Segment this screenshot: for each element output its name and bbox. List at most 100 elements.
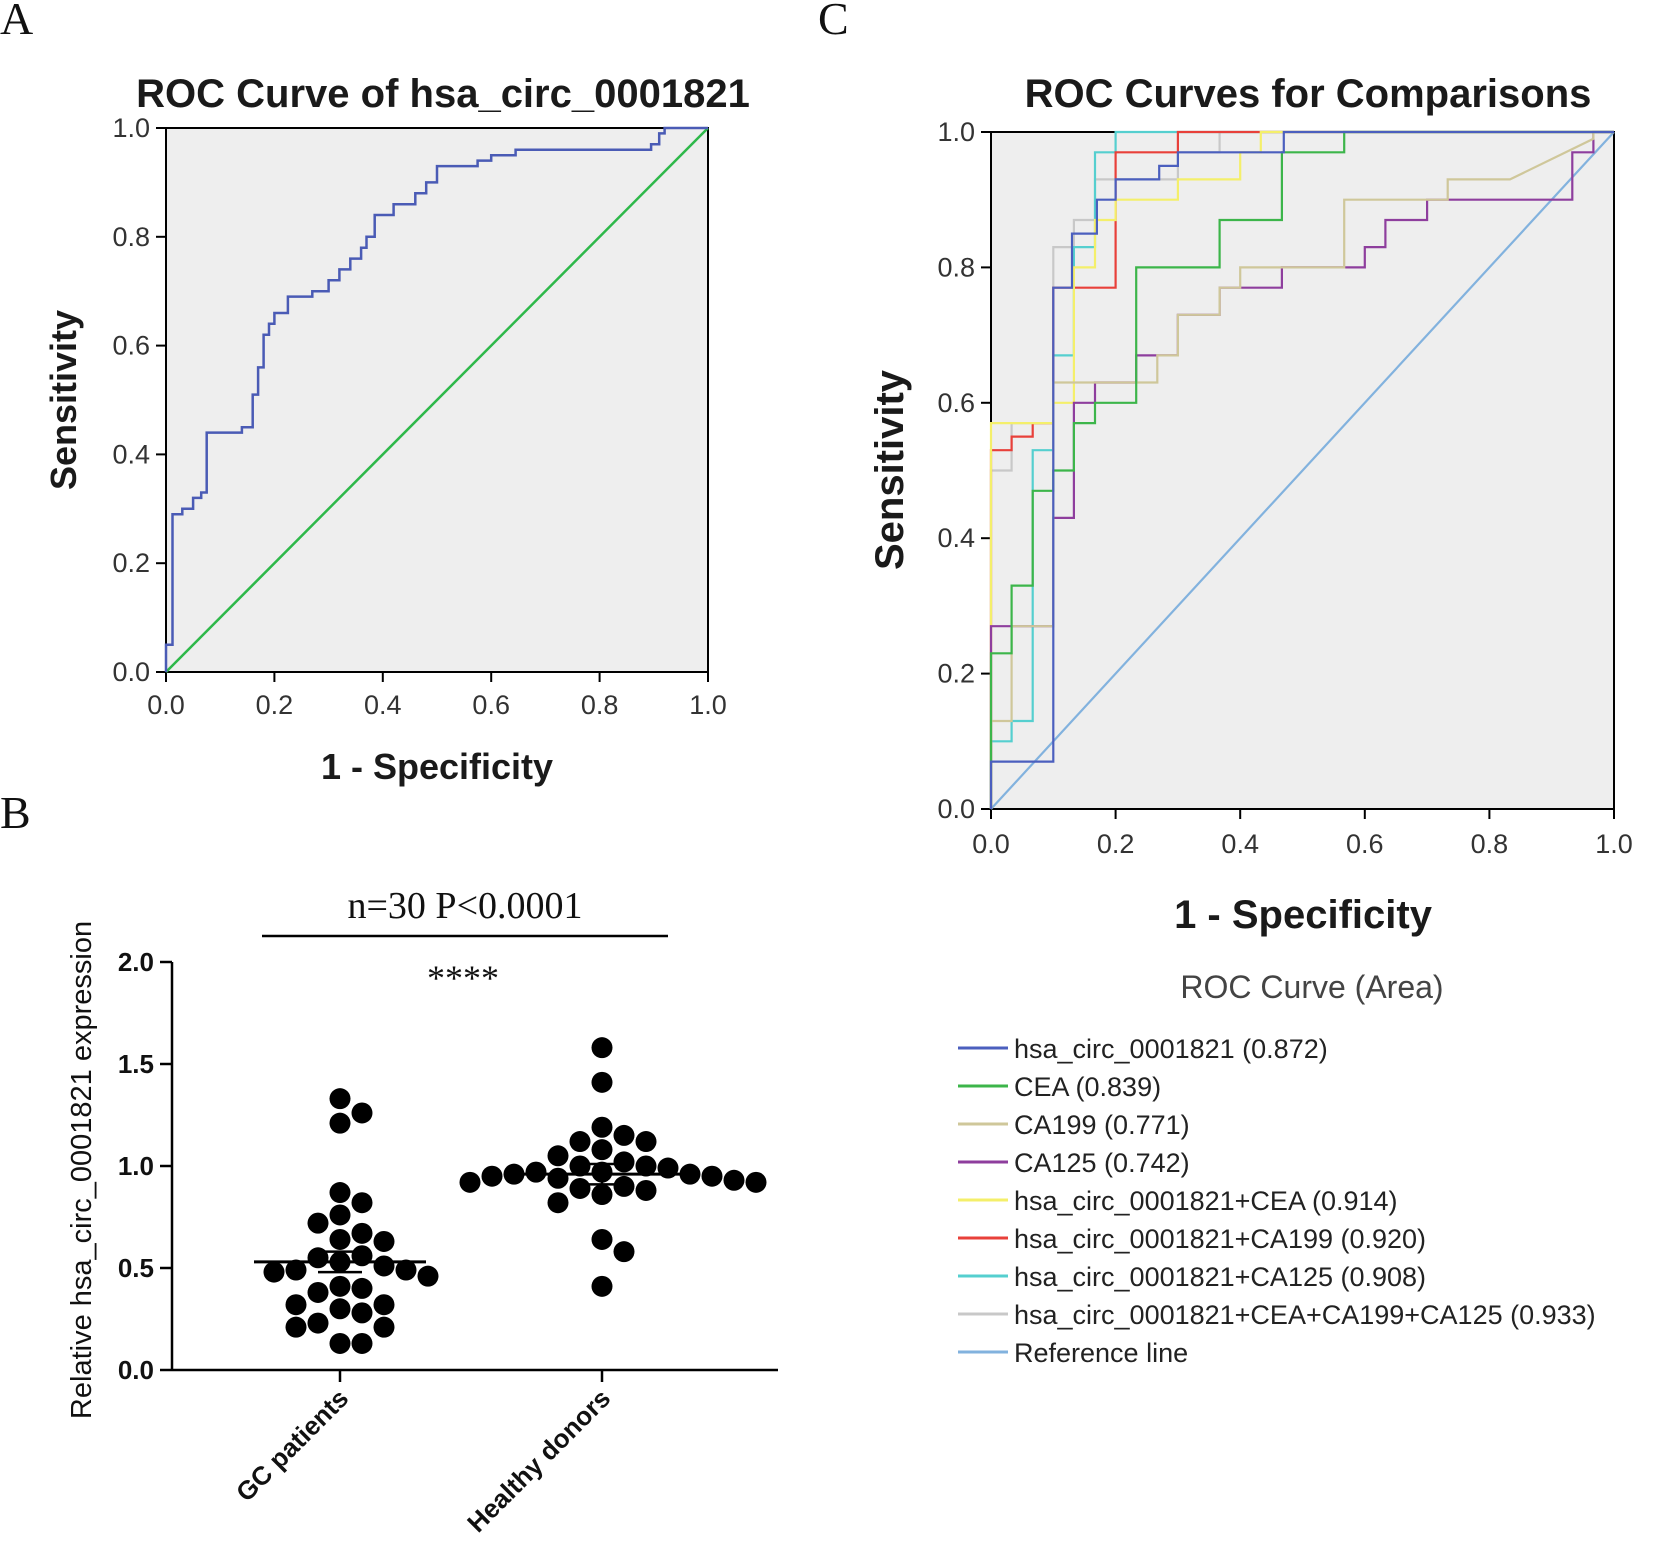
panel-b-point <box>591 1184 613 1206</box>
panel-b-point <box>591 1228 613 1250</box>
panel-a-xtick-label: 1.0 <box>689 690 727 720</box>
panel-a-xtick-label: 0.4 <box>364 690 402 720</box>
legend-label-hsa-circ-0001821-cea-ca199-ca125-0-933: hsa_circ_0001821+CEA+CA199+CA125 (0.933) <box>1014 1300 1596 1330</box>
panel-a-ytick-label: 0.4 <box>112 439 150 469</box>
panel-c-ytick-label: 0.0 <box>937 794 975 824</box>
panel-b-point <box>569 1131 591 1153</box>
panel-b-point <box>613 1241 635 1263</box>
panel-b-point <box>373 1316 395 1338</box>
panel-b-point <box>591 1116 613 1138</box>
panel-b-point <box>351 1277 373 1299</box>
panel-a-lines <box>164 126 709 673</box>
panel-b-point <box>329 1275 351 1297</box>
panel-c-xtick-label: 0.8 <box>1471 829 1509 859</box>
legend-label-hsa-circ-0001821-cea-0-914: hsa_circ_0001821+CEA (0.914) <box>1014 1186 1398 1216</box>
panel-b-point <box>263 1261 285 1283</box>
panel-b-stars: **** <box>427 958 499 998</box>
legend-label-hsa-circ-0001821-ca199-0-920: hsa_circ_0001821+CA199 (0.920) <box>1014 1224 1426 1254</box>
panel-b-point <box>613 1151 635 1173</box>
panel-c-ytick-label: 0.2 <box>937 659 975 689</box>
panel-c-xtick-label: 0.4 <box>1221 829 1259 859</box>
panel-a-xtick-label: 0.2 <box>256 690 294 720</box>
panel-c-ytick-label: 1.0 <box>937 117 975 147</box>
panel-c-lines <box>989 130 1615 810</box>
panel-b-category-label: GC patients <box>230 1383 354 1507</box>
legend-label-ca125-0-742: CA125 (0.742) <box>1014 1148 1190 1178</box>
panel-b-chart: n=30 P<0.0001 **** 0.0 0.5 1.0 1.5 2.0 GC pat… <box>66 885 778 1538</box>
panel-a-chart: ROC Curve of hsa_circ_0001821 0.0 0.2 0.4 0… <box>43 72 750 787</box>
panel-a-letter: A <box>0 0 33 44</box>
panel-c-legend-title: ROC Curve (Area) <box>1180 969 1443 1005</box>
panel-b-point <box>635 1155 657 1177</box>
panel-b-ytick-label: 0.0 <box>118 1355 154 1385</box>
panel-b-point <box>285 1294 307 1316</box>
panel-c-xtick-label: 0.2 <box>1097 829 1135 859</box>
panel-b-point <box>307 1312 329 1334</box>
panel-b-ytick-label: 2.0 <box>118 947 154 977</box>
panel-b-point <box>329 1182 351 1204</box>
panel-b-point <box>547 1145 569 1167</box>
panel-b-point <box>307 1212 329 1234</box>
panel-b-ytick-label: 0.5 <box>118 1253 154 1283</box>
panel-b-point <box>351 1332 373 1354</box>
panel-b-point <box>329 1112 351 1134</box>
panel-b-point <box>351 1192 373 1214</box>
panel-b-points <box>263 1037 767 1354</box>
panel-b-point <box>745 1171 767 1193</box>
panel-a-series-hsa-circ-0001821 <box>164 126 708 672</box>
panel-b-point <box>417 1265 439 1287</box>
panel-b-point <box>613 1175 635 1197</box>
panel-b-stats <box>254 1162 688 1274</box>
panel-b-point <box>569 1155 591 1177</box>
panel-b-point <box>591 1139 613 1161</box>
panel-c-ytick-label: 0.8 <box>937 252 975 282</box>
panel-b-annotation: n=30 P<0.0001 <box>348 885 583 927</box>
panel-b-point <box>285 1316 307 1338</box>
panel-a-ticks: 0.0 0.2 0.4 0.6 0.8 1.0 0.0 0.2 0.4 0.6 0.8 1.0 <box>112 113 726 720</box>
legend-label-hsa-circ-0001821-0-872: hsa_circ_0001821 (0.872) <box>1014 1034 1328 1064</box>
legend-label-hsa-circ-0001821-ca125-0-908: hsa_circ_0001821+CA125 (0.908) <box>1014 1262 1426 1292</box>
panel-c-ytick-label: 0.4 <box>937 523 975 553</box>
panel-c-ylabel: Sensitivity <box>868 369 912 570</box>
panel-c-legend: hsa_circ_0001821 (0.872) CEA (0.839) CA199… <box>958 1034 1596 1368</box>
panel-b-point <box>481 1165 503 1187</box>
panel-c-series-cea-0-839 <box>989 130 1614 809</box>
panel-b-point <box>525 1161 547 1183</box>
panel-b-letter: B <box>0 787 31 838</box>
panel-b-point <box>329 1204 351 1226</box>
panel-b-point <box>635 1179 657 1201</box>
panel-c-title: ROC Curves for Comparisons <box>1025 72 1592 116</box>
panel-a-ytick-label: 0.8 <box>112 222 150 252</box>
panel-c-series-reference-line <box>990 131 1615 810</box>
panel-c-xtick-label: 0.6 <box>1346 829 1384 859</box>
panel-b-point <box>459 1171 481 1193</box>
panel-a-ytick-label: 0.2 <box>112 548 150 578</box>
panel-b-point <box>329 1088 351 1110</box>
panel-b-ytick-label: 1.5 <box>118 1049 154 1079</box>
panel-c-chart: ROC Curves for Comparisons 0.0 0.2 0.4 0.6 0… <box>868 72 1633 1368</box>
panel-b-point <box>351 1102 373 1124</box>
panel-a-xtick-label: 0.6 <box>472 690 510 720</box>
panel-c-letter: C <box>818 0 849 44</box>
panel-b-point <box>503 1163 525 1185</box>
panel-c-xtick-label: 1.0 <box>1595 829 1633 859</box>
panel-b-point <box>373 1230 395 1252</box>
panel-b-point <box>635 1131 657 1153</box>
panel-b-point <box>591 1071 613 1093</box>
panel-b-point <box>351 1222 373 1244</box>
panel-a-ytick-label: 0.0 <box>112 657 150 687</box>
panel-c-series-ca199-0-771 <box>989 130 1614 809</box>
panel-b-point <box>395 1259 417 1281</box>
panel-c-xtick-label: 0.0 <box>972 829 1010 859</box>
panel-b-point <box>547 1167 569 1189</box>
panel-b-point <box>591 1037 613 1059</box>
panel-b-ticks: 0.0 0.5 1.0 1.5 2.0 GC patients Healthy donors <box>118 947 616 1538</box>
panel-b-point <box>591 1275 613 1297</box>
panel-b-point <box>307 1281 329 1303</box>
panel-b-point <box>329 1228 351 1250</box>
panel-b-point <box>679 1163 701 1185</box>
panel-b-point <box>329 1332 351 1354</box>
panel-c-ytick-label: 0.6 <box>937 388 975 418</box>
panel-a-ytick-label: 0.6 <box>112 331 150 361</box>
